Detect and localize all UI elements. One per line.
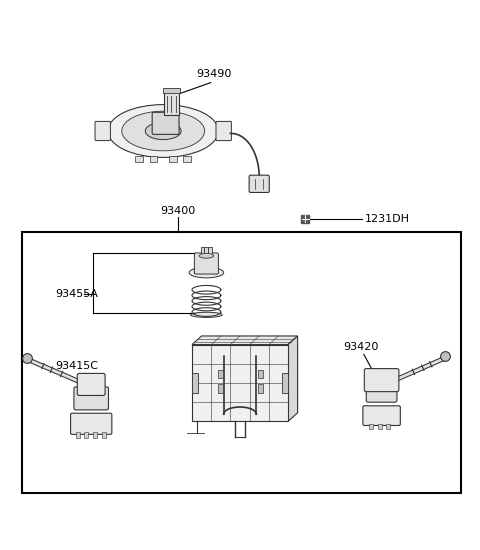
Text: 93455A: 93455A (55, 289, 98, 299)
FancyBboxPatch shape (364, 368, 399, 392)
Bar (369, 424, 373, 429)
FancyBboxPatch shape (77, 373, 105, 395)
Ellipse shape (122, 111, 204, 151)
FancyBboxPatch shape (194, 253, 218, 274)
Text: 1231DH: 1231DH (365, 214, 410, 224)
Ellipse shape (108, 104, 218, 157)
Bar (378, 424, 382, 429)
Bar (183, 156, 191, 162)
Bar (169, 156, 177, 162)
Bar (204, 247, 208, 256)
Text: 93415C: 93415C (55, 361, 98, 371)
Text: 93490: 93490 (196, 69, 231, 79)
Bar (258, 370, 263, 378)
Bar (102, 432, 106, 438)
FancyBboxPatch shape (95, 122, 110, 141)
Polygon shape (192, 336, 298, 345)
Bar (258, 384, 263, 393)
Bar (135, 156, 143, 162)
Bar (84, 432, 88, 438)
Bar (208, 247, 212, 256)
Bar (192, 345, 288, 421)
Bar (93, 432, 97, 438)
Bar (22, 232, 461, 493)
FancyBboxPatch shape (363, 406, 400, 426)
Bar (163, 89, 180, 93)
FancyBboxPatch shape (216, 122, 231, 141)
Ellipse shape (189, 267, 224, 278)
Bar (201, 247, 204, 256)
Ellipse shape (191, 312, 222, 317)
FancyBboxPatch shape (152, 112, 179, 134)
FancyBboxPatch shape (249, 175, 269, 192)
Text: 93420: 93420 (343, 342, 379, 352)
FancyBboxPatch shape (366, 383, 397, 402)
Bar (386, 424, 390, 429)
Ellipse shape (145, 123, 181, 140)
Bar (164, 91, 179, 115)
Bar (150, 156, 157, 162)
FancyBboxPatch shape (71, 413, 112, 435)
Polygon shape (288, 336, 298, 421)
Bar (218, 370, 223, 378)
FancyBboxPatch shape (74, 387, 108, 410)
Ellipse shape (199, 254, 214, 258)
Text: 93400: 93400 (160, 206, 195, 216)
Bar (218, 384, 223, 393)
Bar (192, 373, 198, 393)
Bar (76, 432, 80, 438)
Bar (282, 373, 288, 393)
